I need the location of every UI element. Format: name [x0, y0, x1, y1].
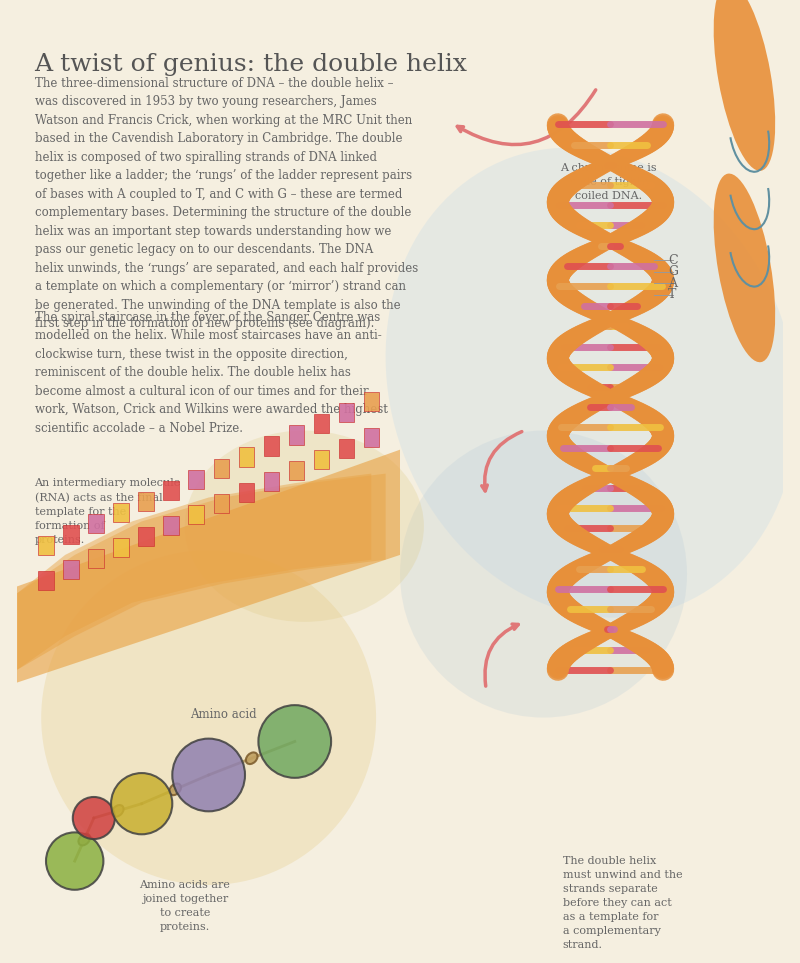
Text: Amino acids are
joined together
to create
proteins.: Amino acids are joined together to creat… [139, 880, 230, 932]
Polygon shape [0, 450, 400, 689]
Text: A twist of genius: the double helix: A twist of genius: the double helix [34, 53, 467, 76]
Polygon shape [238, 448, 254, 467]
Polygon shape [364, 428, 379, 447]
Polygon shape [63, 525, 78, 544]
Polygon shape [38, 571, 54, 590]
Polygon shape [163, 481, 178, 500]
Polygon shape [238, 482, 254, 502]
Polygon shape [338, 439, 354, 457]
Polygon shape [189, 470, 204, 488]
Polygon shape [289, 460, 304, 480]
Text: G: G [668, 265, 678, 278]
Circle shape [73, 797, 115, 839]
Ellipse shape [78, 834, 90, 846]
Polygon shape [263, 472, 279, 491]
Text: A chromosome is
made of tightly
coiled DNA.: A chromosome is made of tightly coiled D… [560, 163, 657, 200]
Polygon shape [138, 527, 154, 546]
Text: C: C [668, 253, 678, 267]
Polygon shape [63, 560, 78, 580]
Polygon shape [263, 436, 279, 455]
Polygon shape [88, 549, 104, 568]
Ellipse shape [386, 147, 797, 617]
Polygon shape [163, 516, 178, 535]
Text: An intermediary molecule
(RNA) acts as the final
template for the
formation of
p: An intermediary molecule (RNA) acts as t… [34, 479, 181, 545]
Circle shape [172, 739, 245, 812]
Polygon shape [88, 513, 104, 533]
Polygon shape [214, 458, 229, 478]
Ellipse shape [170, 784, 181, 795]
Polygon shape [114, 538, 129, 558]
Text: The three-dimensional structure of DNA – the double helix –
was discovered in 19: The three-dimensional structure of DNA –… [34, 76, 418, 330]
Ellipse shape [42, 550, 376, 885]
Polygon shape [114, 503, 129, 522]
Text: The double helix
must unwind and the
strands separate
before they can act
as a t: The double helix must unwind and the str… [562, 856, 682, 950]
Ellipse shape [185, 430, 424, 622]
Polygon shape [314, 414, 329, 433]
Ellipse shape [112, 805, 123, 817]
Polygon shape [214, 494, 229, 513]
Polygon shape [38, 535, 54, 555]
Ellipse shape [714, 173, 775, 362]
Polygon shape [138, 492, 154, 510]
Circle shape [111, 773, 172, 834]
Polygon shape [189, 505, 204, 524]
Polygon shape [314, 450, 329, 469]
Circle shape [46, 832, 103, 890]
Polygon shape [289, 426, 304, 445]
Ellipse shape [400, 430, 687, 717]
Circle shape [258, 705, 331, 778]
Polygon shape [364, 392, 379, 411]
Text: The spiral staircase in the foyer of the Sanger Centre was
modelled on the helix: The spiral staircase in the foyer of the… [34, 311, 387, 435]
Ellipse shape [246, 752, 258, 764]
Ellipse shape [714, 0, 775, 170]
Polygon shape [338, 403, 354, 423]
Text: A: A [668, 276, 677, 290]
Text: Amino acid: Amino acid [190, 708, 256, 721]
Text: T: T [668, 288, 676, 301]
